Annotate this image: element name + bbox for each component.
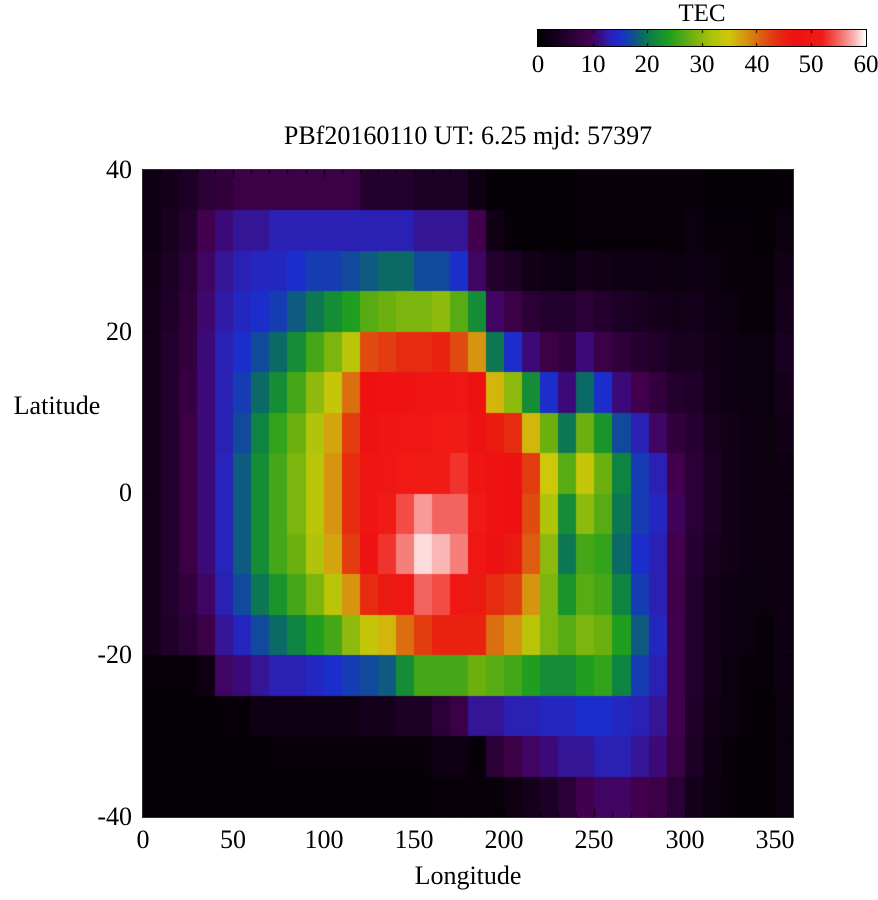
y-tick-20: 20	[106, 317, 132, 346]
colorbar-tick-40: 40	[744, 51, 770, 78]
colorbar-gradient-canvas	[538, 30, 866, 46]
y-axis-label: Latitude	[13, 391, 101, 420]
colorbar-title: TEC	[678, 0, 726, 27]
x-tick-350: 350	[755, 825, 795, 854]
y-tick-0: 0	[119, 478, 132, 507]
x-tick-250: 250	[574, 825, 614, 854]
x-tick-200: 200	[484, 825, 524, 854]
colorbar-tick-60: 60	[853, 51, 878, 78]
y-tick-neg40: -40	[97, 802, 132, 831]
colorbar-tick-0: 0	[531, 51, 545, 78]
x-axis-label: Longitude	[414, 861, 522, 890]
tec-heatmap-canvas	[143, 170, 793, 817]
x-tick-300: 300	[665, 825, 705, 854]
colorbar	[537, 29, 867, 47]
colorbar-tick-50: 50	[798, 51, 824, 78]
heatmap-plot-area	[142, 169, 794, 818]
x-tick-150: 150	[394, 825, 434, 854]
y-tick-40: 40	[106, 155, 132, 184]
colorbar-tick-20: 20	[634, 51, 660, 78]
colorbar-tick-10: 10	[580, 51, 606, 78]
y-tick-neg20: -20	[97, 640, 132, 669]
plot-title: PBf20160110 UT: 6.25 mjd: 57397	[283, 121, 653, 150]
x-tick-0: 0	[136, 825, 150, 854]
x-tick-50: 50	[220, 825, 246, 854]
x-tick-100: 100	[304, 825, 344, 854]
colorbar-tick-30: 30	[689, 51, 715, 78]
